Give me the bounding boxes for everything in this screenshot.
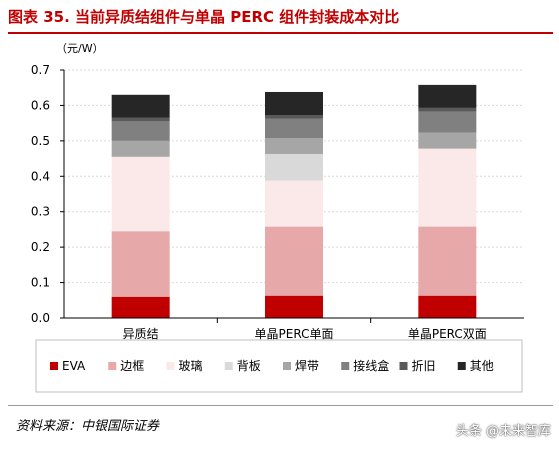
bar-segment-折旧 [111, 117, 170, 122]
legend-swatch-接线盒 [341, 362, 350, 370]
legend-label: 玻璃 [179, 359, 203, 373]
y-tick-label: 0.0 [31, 311, 50, 325]
legend-swatch-边框 [108, 362, 117, 370]
legend-box [35, 339, 523, 393]
bar-segment-接线盒 [418, 111, 477, 133]
y-tick-label: 0.5 [31, 134, 50, 148]
legend-label: EVA [62, 359, 86, 373]
bar-segment-焊带 [418, 132, 477, 149]
legend-swatch-背板 [224, 362, 233, 370]
bar-segment-背板 [265, 153, 323, 181]
footer-divider [8, 405, 553, 406]
y-tick-label: 0.2 [31, 240, 50, 254]
bar-segment-玻璃 [265, 180, 323, 227]
legend-label: 折旧 [412, 358, 436, 373]
legend-label: 边框 [120, 359, 144, 373]
bar-segment-边框 [111, 231, 170, 297]
legend-label: 接线盒 [353, 358, 389, 373]
x-category-label: 单晶PERC单面 [255, 327, 334, 341]
watermark: 头条 @未来智库 [455, 424, 551, 439]
bar-segment-EVA [418, 295, 477, 318]
x-category-label: 单晶PERC双面 [408, 327, 487, 341]
bar-segment-EVA [265, 295, 323, 318]
source-note: 资料来源：中银国际证券 [16, 419, 160, 434]
bar-segment-其他 [418, 84, 477, 108]
bar-segment-边框 [418, 226, 477, 296]
bar-segment-其他 [265, 91, 323, 115]
legend-label: 其他 [470, 359, 494, 373]
chart-title: 图表 35. 当前异质结组件与单晶 PERC 组件封装成本对比 [8, 8, 400, 26]
bar-segment-其他 [111, 94, 170, 118]
bar-segment-焊带 [265, 138, 323, 154]
legend-label: 背板 [237, 359, 261, 373]
bar-segment-折旧 [265, 114, 323, 119]
y-tick-label: 0.6 [31, 98, 50, 112]
y-tick-label: 0.4 [31, 169, 50, 183]
title-divider [8, 32, 553, 34]
bar-segment-折旧 [418, 107, 477, 112]
bar-segment-EVA [111, 296, 170, 318]
bar-segment-玻璃 [418, 148, 477, 227]
bar-segment-边框 [265, 226, 323, 296]
legend-swatch-焊带 [283, 362, 291, 370]
y-tick-label: 0.1 [31, 276, 50, 290]
bar-segment-接线盒 [111, 121, 170, 141]
legend-swatch-折旧 [399, 362, 408, 370]
bar-segment-接线盒 [265, 118, 323, 139]
y-tick-label: 0.3 [31, 205, 50, 219]
x-category-label: 异质结 [123, 327, 159, 341]
y-tick-label: 0.7 [31, 63, 50, 77]
legend-swatch-玻璃 [166, 362, 175, 370]
y-axis-unit-label: （元/W） [56, 42, 104, 55]
bar-segment-焊带 [111, 140, 170, 157]
legend-swatch-EVA [50, 362, 58, 370]
stacked-bar-chart: （元/W） 0.0 0.1 0.2 0.3 0.4 0.5 0.6 0.7 异质结 单晶PERC单… [31, 42, 524, 393]
bar-segment-玻璃 [111, 156, 170, 232]
legend-swatch-其他 [457, 362, 466, 370]
legend-label: 焊带 [295, 358, 319, 373]
